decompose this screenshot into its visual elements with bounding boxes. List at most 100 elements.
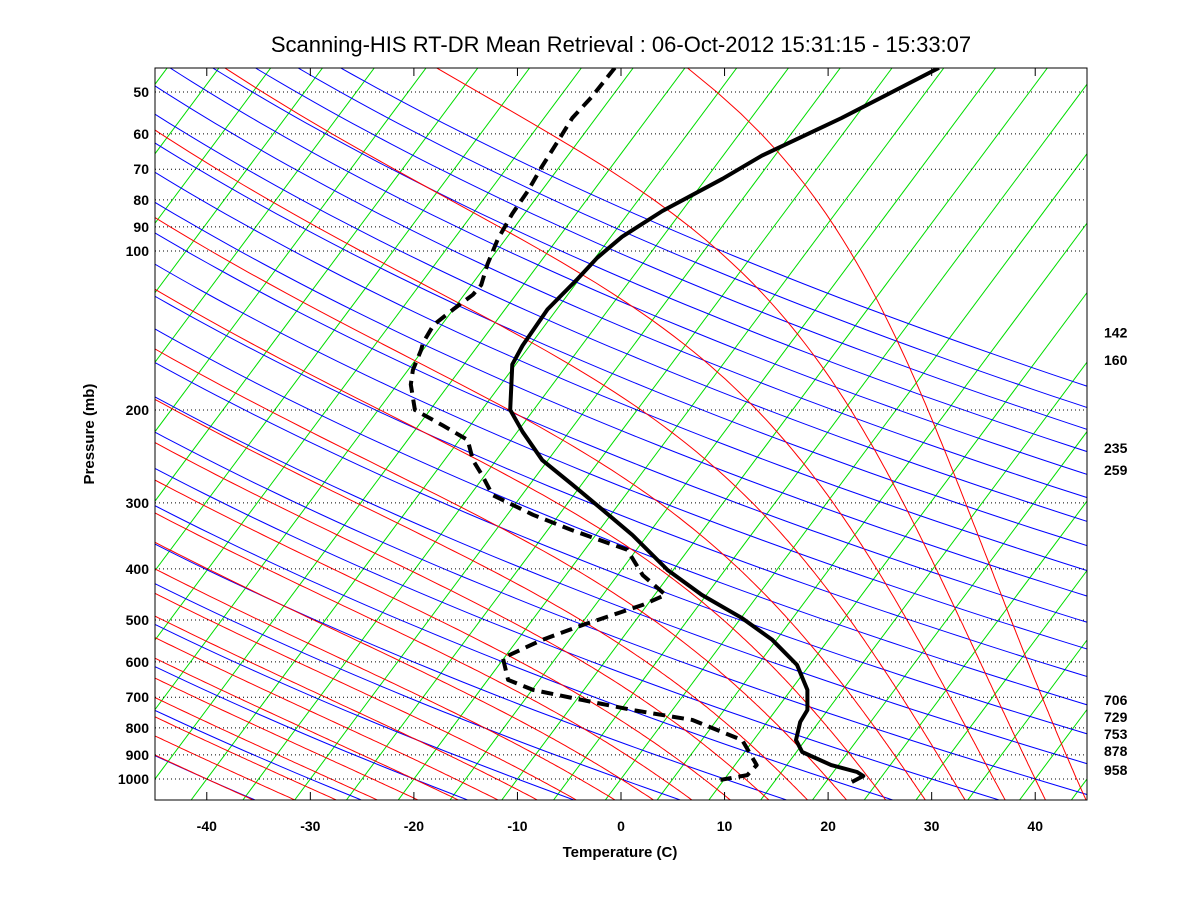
x-axis-label: Temperature (C) (563, 844, 678, 861)
y-tick-label: 700 (126, 689, 150, 705)
dry-adiabat-line (155, 467, 1001, 800)
right-level-label: 753 (1104, 726, 1128, 742)
y-tick-label: 70 (133, 161, 149, 177)
dewpoint-profile-line (408, 68, 759, 782)
isotherm-line (604, 152, 1087, 800)
isotherm-line (656, 222, 1087, 800)
x-tick-label: -10 (507, 818, 527, 834)
isotherm-line (863, 500, 1087, 800)
isotherm-line (155, 68, 324, 294)
isotherm-line (155, 68, 479, 502)
dry-adiabat-line (254, 68, 1087, 430)
x-tick-label: 40 (1027, 818, 1043, 834)
isotherm-line (294, 68, 841, 800)
temperature-profile-line (508, 68, 940, 784)
y-tick-label: 500 (126, 612, 150, 628)
x-tick-label: 10 (717, 818, 733, 834)
dry-adiabat-line (155, 431, 1087, 796)
dry-adiabat-line (155, 505, 895, 800)
moist-adiabat-line (155, 442, 770, 800)
y-tick-label: 200 (126, 402, 150, 418)
moist-adiabat-line (155, 288, 887, 800)
moist-adiabat-line (155, 637, 500, 800)
y-tick-label: 300 (126, 495, 150, 511)
isotherm-line (155, 68, 375, 363)
axis-ticks: 5060708090100200300400500600700800900100… (118, 68, 1128, 834)
moist-adiabat-line (155, 512, 693, 800)
dry-adiabat-line (155, 263, 1087, 650)
moist-adiabat-line (224, 68, 1006, 800)
moist-adiabat-line (155, 677, 420, 800)
moist-adiabat-line (155, 592, 578, 800)
moist-adiabat-line (155, 657, 460, 800)
dry-adiabat-line (339, 68, 1087, 387)
chart-title: Scanning-HIS RT-DR Mean Retrieval : 06-O… (271, 32, 971, 57)
moist-adiabat-line (155, 129, 966, 800)
isotherm-line (760, 361, 1087, 800)
dry-adiabat-line (155, 201, 1087, 597)
pressure-gridlines (155, 91, 1087, 780)
dry-adiabat-line (155, 232, 1087, 623)
moist-adiabat-line (155, 216, 926, 800)
dry-adiabat-line (155, 396, 1087, 765)
moist-adiabat-line (155, 697, 379, 800)
isotherm-line (155, 68, 686, 780)
isotherm-line (397, 68, 945, 800)
x-tick-label: 30 (924, 818, 940, 834)
right-level-label: 142 (1104, 324, 1128, 340)
moist-adiabat-line (686, 68, 1087, 800)
dry-adiabat-line (297, 68, 1087, 409)
moist-adiabat-line (155, 541, 655, 800)
moist-adiabat-line (155, 735, 297, 800)
isotherm-line (242, 68, 790, 800)
y-tick-label: 50 (133, 84, 149, 100)
isotherm-line (155, 68, 634, 711)
x-tick-label: -40 (197, 818, 217, 834)
moist-adiabat-line (155, 615, 539, 800)
isotherm-line (345, 68, 893, 800)
x-tick-label: 0 (617, 818, 625, 834)
dry-adiabat-line (155, 583, 682, 800)
moist-adiabat-line (155, 398, 809, 800)
dry-adiabat-line (155, 295, 1087, 677)
y-tick-label: 100 (126, 243, 150, 259)
profiles (408, 68, 940, 784)
isotherm-line (155, 68, 427, 433)
dry-adiabat-line (211, 68, 1087, 453)
y-tick-label: 1000 (118, 771, 149, 787)
right-level-label: 160 (1104, 352, 1128, 368)
y-tick-label: 600 (126, 654, 150, 670)
y-tick-label: 60 (133, 126, 149, 142)
isotherm-line (155, 68, 272, 225)
isotherm-line (155, 68, 582, 641)
x-tick-label: -20 (404, 818, 424, 834)
isotherm-line (915, 569, 1087, 800)
moist-adiabat-line (155, 479, 732, 800)
moist-adiabat-line (155, 568, 616, 800)
background-lines (155, 68, 1087, 800)
isotherm-line (552, 83, 1087, 800)
dry-adiabat-line (169, 68, 1087, 475)
right-level-label: 878 (1104, 743, 1128, 759)
y-tick-label: 800 (126, 720, 150, 736)
right-level-label: 958 (1104, 762, 1128, 778)
dry-adiabat-line (155, 328, 1087, 706)
y-tick-label: 900 (126, 747, 150, 763)
right-level-label: 706 (1104, 692, 1128, 708)
dry-adiabat-line (155, 85, 1087, 499)
isotherm-line (811, 430, 1087, 800)
dry-adiabat-line (155, 171, 1087, 572)
dry-adiabat-line (155, 142, 1087, 547)
x-tick-label: 20 (820, 818, 836, 834)
right-level-label: 259 (1104, 462, 1128, 478)
dry-adiabat-line (155, 543, 789, 800)
moist-adiabat-line (155, 754, 255, 800)
x-tick-label: -30 (300, 818, 320, 834)
y-tick-label: 400 (126, 561, 150, 577)
moist-adiabat-line (155, 716, 338, 800)
dry-adiabat-line (155, 113, 1087, 522)
right-level-label: 235 (1104, 440, 1128, 456)
isotherm-line (501, 68, 1048, 800)
isotherm-line (190, 68, 738, 800)
